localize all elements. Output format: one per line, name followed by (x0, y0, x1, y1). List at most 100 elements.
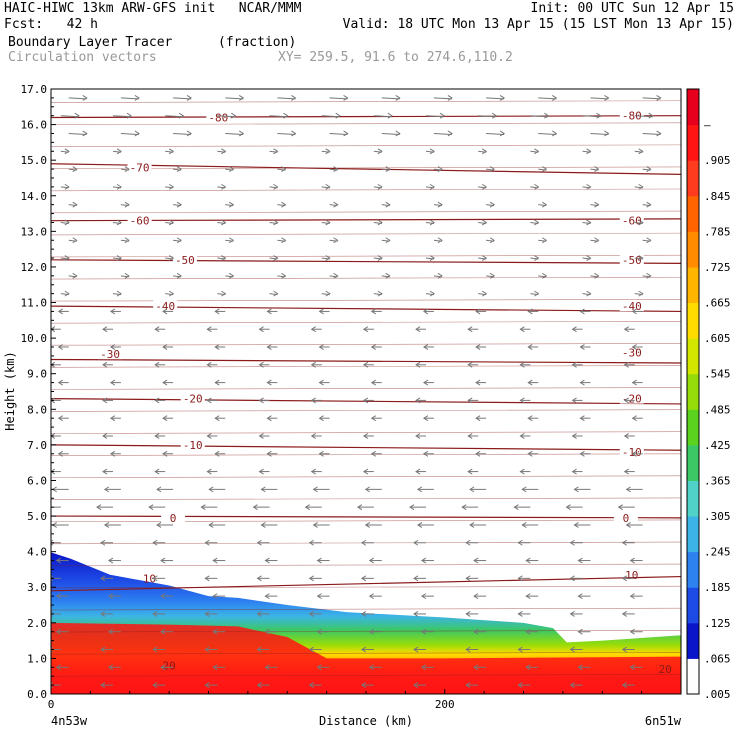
vector-head (264, 628, 270, 635)
vector-shaft (433, 132, 452, 135)
vector-head (252, 504, 258, 511)
vector-head (360, 682, 367, 689)
vector-head (489, 272, 496, 279)
vector-head (154, 468, 160, 475)
vector-head (420, 557, 427, 564)
vector-head (573, 522, 579, 528)
vector-head (116, 255, 122, 261)
vector-head (569, 611, 575, 617)
colorbar-swatch (687, 658, 699, 695)
vector-head (519, 397, 525, 404)
contour-label-bg (619, 392, 644, 404)
vector-head (489, 201, 496, 208)
vector-head (109, 450, 116, 457)
vector-head (212, 593, 218, 600)
vector-head (586, 219, 592, 226)
vector-head (481, 255, 488, 261)
contour-label: 20 (659, 663, 672, 676)
vector-head (413, 575, 419, 582)
y-tick-label: 5.0 (27, 510, 47, 523)
vector-head (521, 522, 527, 528)
colorbar-label: .245 (704, 546, 731, 559)
y-tick-label: 14.0 (21, 190, 48, 203)
vector-shaft (433, 97, 452, 100)
vector-head (447, 130, 453, 137)
vector-head (264, 664, 270, 671)
colorbar-swatch (687, 587, 699, 624)
vector-head (465, 611, 471, 617)
vector-head (152, 682, 158, 689)
vector-head (176, 201, 183, 208)
vector-head (333, 272, 339, 279)
vector-head (312, 522, 318, 528)
vector-head (586, 148, 592, 155)
vector-head (362, 361, 369, 368)
vector-head (100, 575, 106, 582)
vector-head (310, 326, 316, 333)
contour-line-minor (51, 607, 681, 611)
vector-head (308, 575, 314, 582)
vector-head (160, 664, 166, 671)
colorbar-label: .605 (704, 332, 731, 345)
vector-shaft (321, 115, 340, 118)
vector-head (631, 379, 637, 386)
vector-head (206, 433, 212, 439)
contour-line-minor (51, 652, 681, 655)
y-tick-label: 0.0 (27, 688, 47, 701)
vector-head (281, 166, 287, 172)
vector-head (362, 468, 369, 475)
vector-head (256, 646, 262, 653)
colorbar-label: .185 (704, 581, 731, 594)
vector-shaft (329, 132, 348, 135)
vector-head (422, 344, 429, 350)
vector-head (594, 201, 600, 208)
vector-head (162, 379, 168, 386)
vector-shaft (68, 97, 87, 100)
vector-head (429, 183, 435, 190)
vector-head (343, 130, 349, 137)
vector-head (116, 290, 122, 297)
vector-head (569, 682, 575, 689)
vector-head (571, 397, 577, 404)
colorbar-label: .365 (704, 474, 731, 487)
contour-label-bg (127, 214, 152, 226)
vector-head (656, 130, 662, 137)
vector-head (579, 344, 585, 350)
vector-head (204, 682, 210, 689)
vector-head (422, 450, 429, 457)
vector-head (206, 326, 212, 333)
vector-shaft (634, 115, 653, 118)
vector-head (258, 433, 264, 439)
vector-head (57, 308, 63, 315)
vector-head (360, 539, 367, 546)
vector-head (387, 112, 393, 119)
contour-label-bg (619, 214, 644, 226)
vector-head (204, 539, 210, 546)
y-axis-title: Height (km) (3, 351, 17, 430)
y-tick-label: 10.0 (21, 332, 48, 345)
vector-head (534, 290, 540, 297)
vector-head (465, 575, 471, 582)
vector-head (461, 504, 467, 511)
vector-head (310, 397, 316, 404)
contour-line-minor (51, 321, 681, 324)
vector-head (631, 344, 637, 350)
vector-head (517, 539, 523, 546)
contour-line-minor (51, 629, 681, 633)
cross-section-endpoints: XY= 259.5, 91.6 to 274.6,110.2 (278, 50, 513, 65)
vector-head (168, 219, 175, 226)
vector-head (72, 201, 78, 208)
vector-shaft (120, 132, 139, 135)
vector-head (64, 219, 70, 226)
vector-shaft (225, 97, 244, 100)
vector-head (491, 112, 498, 119)
vector-head (176, 237, 183, 244)
vector-head (413, 539, 419, 546)
vector-head (100, 539, 106, 546)
vector-head (534, 183, 540, 190)
vector-shaft (173, 132, 192, 135)
vector-head (377, 255, 383, 261)
vector-head (420, 664, 427, 671)
vector-head (638, 183, 644, 190)
y-tick-label: 8.0 (27, 403, 47, 416)
